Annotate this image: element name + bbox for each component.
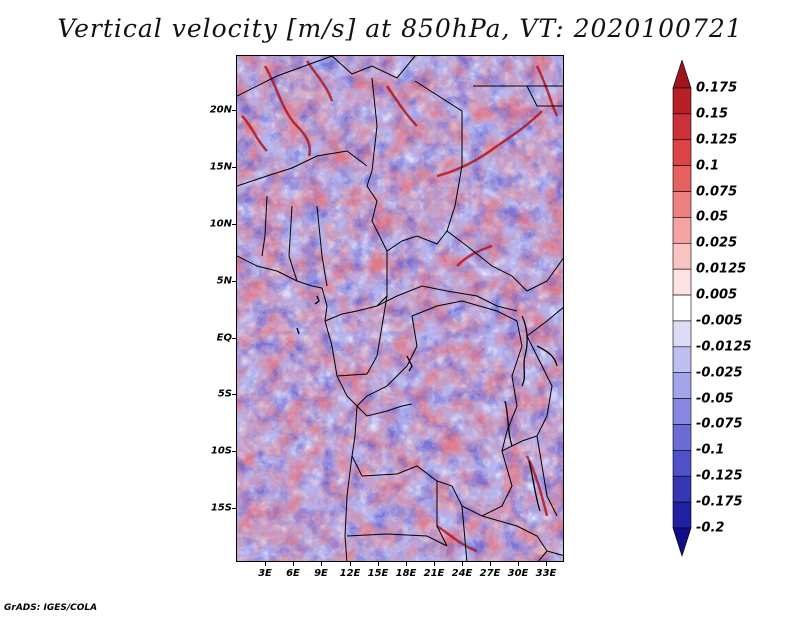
lon-label-27e: 27E (479, 568, 501, 579)
lat-tick (232, 281, 236, 282)
colorbar-swatch (672, 475, 692, 503)
lon-tick (265, 562, 266, 566)
colorbar-swatch (672, 398, 692, 425)
colorbar-level-label: 0.1 (696, 158, 720, 174)
lat-label-10n: 10N (209, 218, 232, 230)
lon-tick (462, 562, 463, 566)
colorbar-level-label: -0.05 (696, 391, 734, 407)
lon-label-18e: 18E (395, 568, 417, 579)
lon-tick (434, 562, 435, 566)
colorbar-swatch (672, 372, 692, 399)
map-title: Vertical velocity [m/s] at 850hPa, VT: 2… (57, 14, 743, 43)
lat-tick (232, 508, 236, 509)
colorbar-level-label: -0.025 (696, 365, 743, 381)
map-panel (236, 55, 564, 562)
lon-tick (406, 562, 407, 566)
lat-label-5n: 5N (216, 275, 232, 287)
lon-label-6e: 6E (286, 568, 300, 579)
lat-label-15s: 15S (210, 502, 232, 514)
lakes-coastline (296, 295, 558, 512)
colorbar-swatch (672, 242, 692, 270)
colorbar-swatch (672, 268, 692, 296)
colorbar-level-label: 0.05 (696, 209, 729, 225)
lon-tick (378, 562, 379, 566)
lon-label-9e: 9E (314, 568, 328, 579)
colorbar-level-label: -0.125 (696, 468, 743, 484)
field-downdraft-patches (237, 56, 563, 561)
colorbar-level-label: -0.0125 (696, 339, 752, 355)
country-borders (237, 56, 563, 561)
colorbar-swatch (672, 113, 692, 141)
colorbar (672, 59, 692, 564)
colorbar-swatches (672, 59, 692, 557)
colorbar-swatch (672, 87, 692, 115)
lon-label-33e: 33E (535, 568, 557, 579)
colorbar-swatch (672, 424, 692, 451)
lat-tick (232, 338, 236, 339)
colorbar-level-label: 0.15 (696, 106, 729, 122)
lat-tick (232, 167, 236, 168)
lat-tick (232, 394, 236, 395)
lat-label-eq: EQ (216, 332, 232, 344)
colorbar-level-label: -0.2 (696, 520, 725, 536)
colorbar-level-label: -0.1 (696, 442, 725, 458)
lat-tick (232, 224, 236, 225)
colorbar-level-label: -0.075 (696, 416, 743, 432)
colorbar-swatch (672, 450, 692, 477)
grads-credit: GrADS: IGES/COLA (4, 603, 98, 613)
lat-label-20n: 20N (209, 104, 232, 116)
colorbar-level-label: 0.025 (696, 235, 738, 251)
vertical-velocity-field (237, 56, 563, 561)
colorbar-swatch (672, 139, 692, 166)
colorbar-swatch-bottom (672, 527, 692, 557)
colorbar-level-label: 0.125 (696, 132, 738, 148)
colorbar-swatch (672, 294, 692, 322)
lat-tick (232, 110, 236, 111)
colorbar-swatch (672, 217, 692, 244)
lon-tick (546, 562, 547, 566)
lon-tick (293, 562, 294, 566)
colorbar-swatch (672, 165, 692, 192)
lon-label-30e: 30E (507, 568, 529, 579)
colorbar-level-label: 0.175 (696, 80, 738, 96)
colorbar-level-label: -0.005 (696, 313, 743, 329)
lon-label-12e: 12E (339, 568, 361, 579)
lon-label-3e: 3E (258, 568, 272, 579)
lon-tick (490, 562, 491, 566)
lat-label-5s: 5S (217, 388, 232, 400)
colorbar-swatch (672, 346, 692, 374)
colorbar-swatch (672, 320, 692, 348)
lon-tick (518, 562, 519, 566)
colorbar-level-label: 0.005 (696, 287, 738, 303)
lon-label-15e: 15E (367, 568, 389, 579)
colorbar-swatch (672, 501, 692, 529)
lat-tick (232, 451, 236, 452)
lat-label-15n: 15N (209, 161, 232, 173)
lat-label-10s: 10S (210, 445, 232, 457)
lon-tick (350, 562, 351, 566)
lon-label-24e: 24E (451, 568, 473, 579)
lon-tick (321, 562, 322, 566)
lon-label-21e: 21E (423, 568, 445, 579)
colorbar-level-label: -0.175 (696, 494, 743, 510)
colorbar-level-label: 0.0125 (696, 261, 747, 277)
colorbar-swatch (672, 191, 692, 218)
colorbar-swatch-top (672, 59, 692, 89)
colorbar-level-label: 0.075 (696, 184, 738, 200)
